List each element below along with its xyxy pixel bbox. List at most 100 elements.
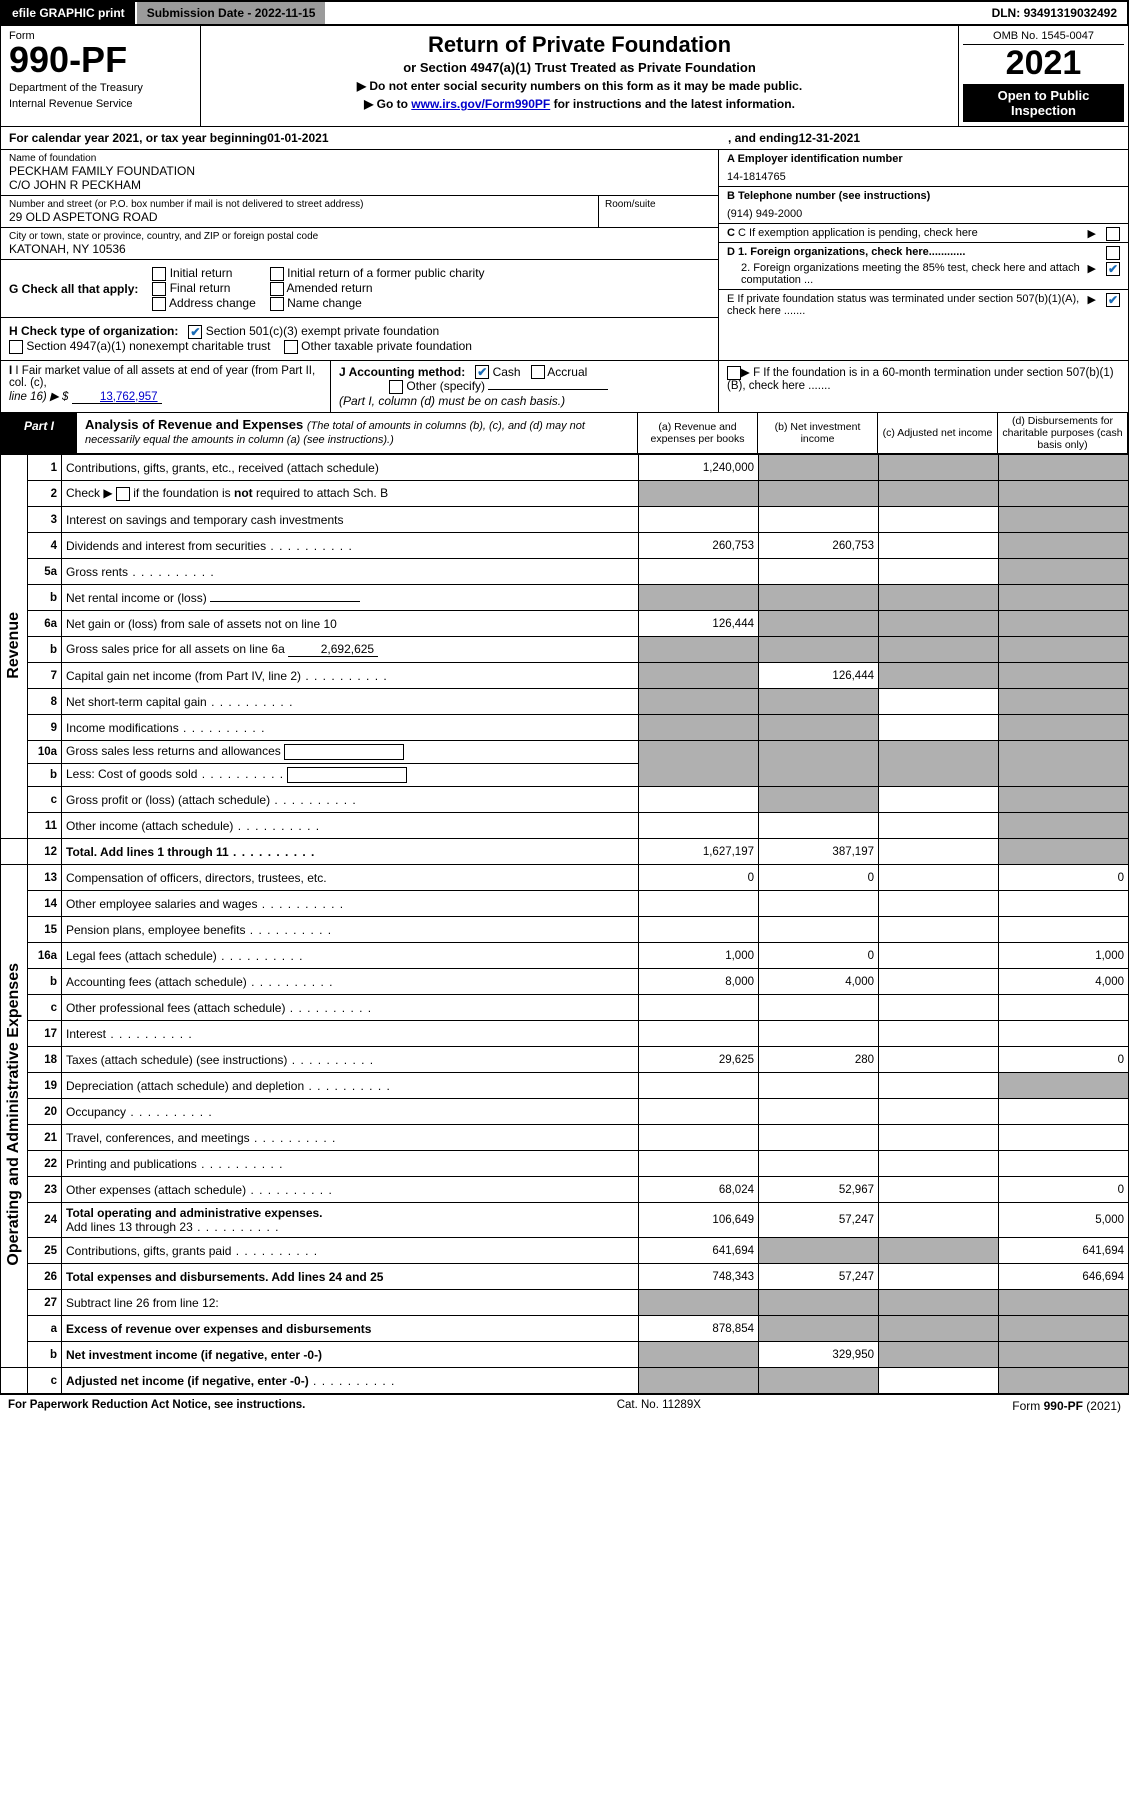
calendar-year-line: For calendar year 2021, or tax year begi… [0, 127, 1129, 150]
room-cell: Room/suite [598, 196, 718, 228]
c-cell: ▶ C C If exemption application is pendin… [719, 224, 1128, 243]
col-b-head: (b) Net investment income [758, 413, 878, 453]
page-footer: For Paperwork Reduction Act Notice, see … [0, 1394, 1129, 1417]
efile-print-button[interactable]: efile GRAPHIC print [2, 2, 137, 24]
j-block: J Accounting method: ✔ Cash Accrual Othe… [331, 361, 718, 413]
checkbox-d1[interactable] [1106, 246, 1120, 260]
table-row: Revenue 1Contributions, gifts, grants, e… [1, 455, 1129, 481]
table-row: 25Contributions, gifts, grants paid641,6… [1, 1238, 1129, 1264]
table-row: bNet investment income (if negative, ent… [1, 1342, 1129, 1368]
f-block: ▶ F If the foundation is in a 60-month t… [718, 361, 1128, 413]
table-row: 24Total operating and administrative exp… [1, 1203, 1129, 1238]
instructions-link[interactable]: www.irs.gov/Form990PF [411, 97, 550, 111]
checkbox-f[interactable] [727, 366, 741, 380]
form-number: 990-PF [9, 42, 192, 78]
table-row: bAccounting fees (attach schedule)8,0004… [1, 969, 1129, 995]
d-cell: D 1. Foreign organizations, check here..… [719, 243, 1128, 290]
table-row: cOther professional fees (attach schedul… [1, 995, 1129, 1021]
checkbox-other-taxable[interactable] [284, 340, 298, 354]
open-public: Open to Public Inspection [963, 84, 1124, 122]
revenue-label: Revenue [1, 455, 28, 839]
table-row: 12Total. Add lines 1 through 111,627,197… [1, 839, 1129, 865]
table-row: 19Depreciation (attach schedule) and dep… [1, 1073, 1129, 1099]
checkbox-initial[interactable] [152, 267, 166, 281]
checkbox-schb[interactable] [116, 487, 130, 501]
checkbox-4947[interactable] [9, 340, 23, 354]
table-row: 10aGross sales less returns and allowanc… [1, 741, 1129, 764]
form-header: Form 990-PF Department of the Treasury I… [0, 26, 1129, 127]
table-row: 27Subtract line 26 from line 12: [1, 1290, 1129, 1316]
table-row: 18Taxes (attach schedule) (see instructi… [1, 1047, 1129, 1073]
form-year-block: OMB No. 1545-0047 2021 Open to Public In… [958, 26, 1128, 126]
checkbox-initial-former[interactable] [270, 267, 284, 281]
form-subtitle: or Section 4947(a)(1) Trust Treated as P… [209, 60, 950, 75]
checkbox-c[interactable] [1106, 227, 1120, 241]
form-footer: Form 990-PF (2021) [1012, 1399, 1121, 1413]
table-row: bGross sales price for all assets on lin… [1, 637, 1129, 663]
h-row: H Check type of organization: ✔ Section … [1, 318, 718, 360]
table-row: 11Other income (attach schedule) [1, 813, 1129, 839]
form-warning: ▶ Do not enter social security numbers o… [209, 79, 950, 93]
identity-grid: Name of foundation PECKHAM FAMILY FOUNDA… [0, 150, 1129, 360]
phone-cell: B Telephone number (see instructions) (9… [719, 187, 1128, 224]
table-row: 6aNet gain or (loss) from sale of assets… [1, 611, 1129, 637]
form-title-block: Return of Private Foundation or Section … [201, 26, 958, 126]
checkbox-address[interactable] [152, 297, 166, 311]
part1-title: Analysis of Revenue and Expenses (The to… [77, 413, 637, 453]
ijf-row: I I Fair market value of all assets at e… [0, 361, 1129, 414]
checkbox-cash[interactable]: ✔ [475, 365, 489, 379]
form-title: Return of Private Foundation [209, 32, 950, 58]
col-a-head: (a) Revenue and expenses per books [638, 413, 758, 453]
tax-year: 2021 [963, 45, 1124, 82]
checkbox-d2[interactable]: ✔ [1106, 262, 1120, 276]
table-row: 15Pension plans, employee benefits [1, 917, 1129, 943]
table-row: 4Dividends and interest from securities2… [1, 533, 1129, 559]
irs: Internal Revenue Service [9, 98, 192, 110]
dept: Department of the Treasury [9, 82, 192, 94]
table-row: 9Income modifications [1, 715, 1129, 741]
paperwork-notice: For Paperwork Reduction Act Notice, see … [8, 1399, 305, 1413]
table-row: cGross profit or (loss) (attach schedule… [1, 787, 1129, 813]
ein-cell: A Employer identification number 14-1814… [719, 150, 1128, 187]
checkbox-name-change[interactable] [270, 297, 284, 311]
submission-date: Submission Date - 2022-11-15 [137, 2, 326, 24]
table-row: 26Total expenses and disbursements. Add … [1, 1264, 1129, 1290]
omb: OMB No. 1545-0047 [963, 30, 1124, 45]
part1-table: Revenue 1Contributions, gifts, grants, e… [0, 454, 1129, 1394]
checkbox-accrual[interactable] [531, 365, 545, 379]
cat-no: Cat. No. 11289X [617, 1399, 701, 1413]
i-block: I I Fair market value of all assets at e… [1, 361, 331, 413]
foundation-name-cell: Name of foundation PECKHAM FAMILY FOUNDA… [1, 150, 718, 196]
table-row: cAdjusted net income (if negative, enter… [1, 1368, 1129, 1394]
part1-tab: Part I [1, 413, 77, 453]
col-d-head: (d) Disbursements for charitable purpose… [998, 413, 1128, 453]
dln: DLN: 93491319032492 [982, 2, 1127, 24]
table-row: 17Interest [1, 1021, 1129, 1047]
table-row: 14Other employee salaries and wages [1, 891, 1129, 917]
table-row: 5aGross rents [1, 559, 1129, 585]
part1-header: Part I Analysis of Revenue and Expenses … [0, 413, 1129, 454]
checkbox-other-method[interactable] [389, 380, 403, 394]
table-row: 23Other expenses (attach schedule)68,024… [1, 1177, 1129, 1203]
table-row: 8Net short-term capital gain [1, 689, 1129, 715]
checkbox-e[interactable]: ✔ [1106, 293, 1120, 307]
checkbox-amended[interactable] [270, 282, 284, 296]
form-identity: Form 990-PF Department of the Treasury I… [1, 26, 201, 126]
table-row: aExcess of revenue over expenses and dis… [1, 1316, 1129, 1342]
table-row: 2Check ▶ if the foundation is not requir… [1, 481, 1129, 507]
table-row: 21Travel, conferences, and meetings [1, 1125, 1129, 1151]
g-row: G Check all that apply: Initial return F… [1, 260, 718, 317]
table-row: bNet rental income or (loss) [1, 585, 1129, 611]
city-cell: City or town, state or province, country… [1, 228, 718, 260]
table-row: 3Interest on savings and temporary cash … [1, 507, 1129, 533]
expenses-label: Operating and Administrative Expenses [1, 865, 28, 1368]
fmv-link[interactable]: 13,762,957 [72, 391, 162, 404]
table-row: 20Occupancy [1, 1099, 1129, 1125]
checkbox-501c3[interactable]: ✔ [188, 325, 202, 339]
checkbox-final[interactable] [152, 282, 166, 296]
table-row: 22Printing and publications [1, 1151, 1129, 1177]
col-headers: (a) Revenue and expenses per books (b) N… [637, 413, 1128, 453]
table-row: 7Capital gain net income (from Part IV, … [1, 663, 1129, 689]
table-row: Operating and Administrative Expenses 13… [1, 865, 1129, 891]
form-link-line: ▶ Go to www.irs.gov/Form990PF for instru… [209, 97, 950, 111]
